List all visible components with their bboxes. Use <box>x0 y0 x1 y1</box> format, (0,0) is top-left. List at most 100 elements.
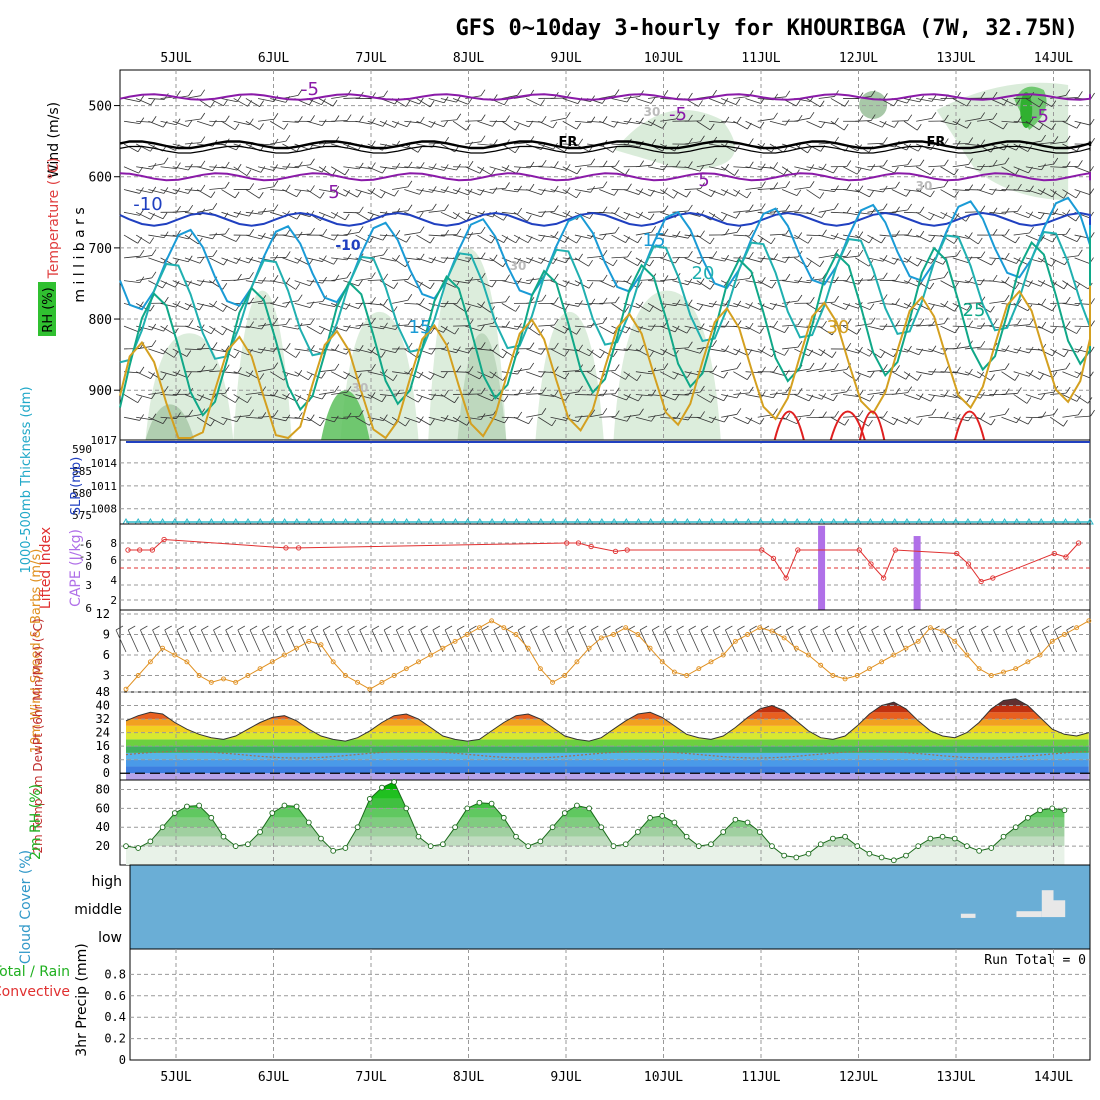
wind-barb-flag <box>833 166 838 174</box>
wind-barb <box>172 280 188 288</box>
li-point <box>783 575 789 581</box>
wind-barb <box>270 324 287 327</box>
wind-barb <box>391 416 406 427</box>
wind-barb <box>465 393 482 395</box>
wind-barb <box>148 391 165 395</box>
wind-barb-flag <box>882 203 888 210</box>
wind-barb-10m-flag <box>444 625 453 631</box>
wind-barb-flag <box>931 95 937 102</box>
wind-barb <box>708 211 723 222</box>
wind-barb <box>562 234 577 244</box>
rh-blob <box>614 110 735 170</box>
wind-barb-flag <box>467 188 473 196</box>
wind-barb <box>501 211 518 215</box>
wind-barb-flag <box>637 236 643 243</box>
wind-barb-10m <box>481 629 492 653</box>
wind-barb <box>172 166 189 171</box>
wind-barb <box>148 98 165 100</box>
wind-barb <box>233 371 250 377</box>
wind-barb-flag <box>711 416 717 423</box>
wind-barb-flag <box>358 162 364 170</box>
wind-barb <box>1013 143 1028 152</box>
wind-barb-flag <box>224 115 230 123</box>
wind-barb <box>513 234 529 244</box>
wind-barb <box>916 118 933 122</box>
wind-barb <box>465 371 480 380</box>
wind-barb-flag <box>954 326 960 334</box>
wind-barb <box>867 142 884 145</box>
wind-barb-flag <box>663 205 669 212</box>
wind-barb <box>306 257 323 262</box>
wind-barb-flag <box>234 123 240 130</box>
cape-grid <box>120 524 1090 610</box>
rh-point <box>549 824 556 831</box>
wind-barb <box>928 165 945 168</box>
wind-barb <box>708 166 725 171</box>
wind-barb-flag <box>163 187 169 194</box>
wind-barb <box>940 394 957 399</box>
wind-barb-flag <box>819 260 825 267</box>
wind-barb-flag <box>1065 321 1071 328</box>
wind-barb-flag <box>735 281 740 288</box>
wind-barb-flag <box>1002 122 1008 130</box>
wind-barb-flag <box>785 204 791 211</box>
wind-barb-flag <box>869 303 875 310</box>
rh-point <box>842 833 848 840</box>
wind-speed-point <box>1013 666 1019 672</box>
wind-speed-series <box>123 618 1092 692</box>
wind-barb <box>331 325 347 332</box>
li-point <box>978 578 984 585</box>
wind-barb-flag <box>846 160 852 167</box>
wind-barb-10m <box>383 629 395 653</box>
wind-barb <box>270 302 286 308</box>
wind-barb <box>806 257 821 267</box>
wind-barb-flag <box>261 295 267 302</box>
wind-barb-flag <box>709 283 715 290</box>
wind-barb-10m-flag <box>932 625 940 631</box>
wind-barb <box>587 120 604 123</box>
wind-barb-flag <box>321 98 326 105</box>
wind-barb-flag <box>1053 408 1059 415</box>
wind-barb <box>623 325 639 333</box>
wind-barb-flag <box>260 166 266 173</box>
wind-barb-flag <box>588 282 594 289</box>
rh-point <box>171 810 178 816</box>
wind-barb <box>818 348 833 358</box>
wind-barb-flag <box>1041 134 1046 142</box>
wind-barb <box>526 98 541 106</box>
wind-barb <box>806 394 822 400</box>
wind-barb-flag <box>831 328 837 336</box>
wind-barb <box>550 303 566 311</box>
wind-barb-10m-flag <box>225 625 233 631</box>
wind-barb-flag <box>210 419 215 427</box>
wind-barb <box>538 143 554 150</box>
wind-barb <box>599 302 616 304</box>
wind-barb <box>172 257 189 263</box>
wind-barb <box>1025 211 1041 220</box>
wind-barb-flag <box>540 99 545 106</box>
wind-speed-point <box>659 659 665 665</box>
wind-barb-10m <box>237 629 249 653</box>
wind-barb-flag <box>321 119 327 126</box>
ylabel-pressure: m i l l i b a r s <box>72 207 88 302</box>
wind-barb-flag <box>980 183 986 191</box>
wind-barb-flag <box>883 137 888 144</box>
wind-barb <box>952 98 968 107</box>
wind-barb <box>672 210 689 213</box>
wind-barb <box>794 117 811 122</box>
wind-barb <box>574 325 591 328</box>
wind-barb-flag <box>395 162 401 170</box>
wind-barb <box>684 371 701 376</box>
li-point <box>880 575 887 581</box>
wind-barb <box>684 188 701 190</box>
wind-barb-10m <box>761 629 773 653</box>
wind-grid <box>120 610 1090 692</box>
wind-barb-flag <box>480 114 486 121</box>
wind-barb-flag <box>834 410 840 418</box>
wind-barb <box>806 348 822 357</box>
contour-label: -10 <box>133 194 162 215</box>
wind-barb <box>123 416 140 421</box>
wind-barb-flag <box>526 214 532 222</box>
wind-barb-flag <box>736 116 742 124</box>
